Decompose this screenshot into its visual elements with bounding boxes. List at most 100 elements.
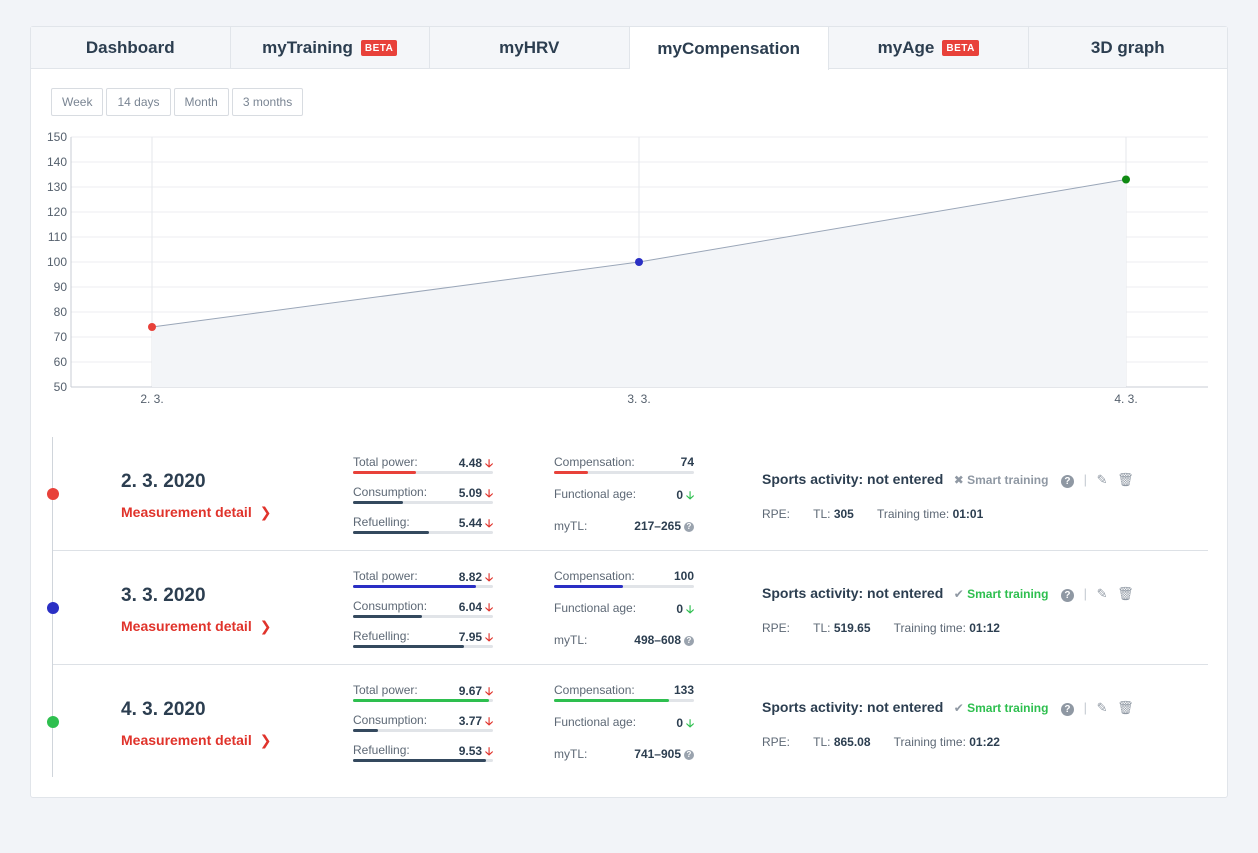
sports-activity-title: Sports activity: not entered [762,471,944,487]
trash-icon[interactable]: 🗑 [1117,585,1134,601]
help-icon[interactable]: ? [684,636,694,646]
tab-myhrv[interactable]: myHRV [430,27,630,69]
functional-age-value: 0 🡣 [676,602,694,616]
consumption-bar [353,729,493,732]
arrow-down-icon: 🡣 [485,488,493,500]
refuelling-value: 5.44 🡣 [458,516,493,530]
compensation-label: Compensation: [554,683,635,697]
y-tick-label: 80 [54,305,68,319]
edit-pencil-icon[interactable]: ✎ [1096,471,1108,487]
consumption-bar-fill [353,615,422,618]
refuelling-bar [353,645,493,648]
consumption-label: Consumption: [353,599,428,613]
help-icon[interactable]: ? [684,522,694,532]
total-power-value: 9.67 🡣 [458,684,493,698]
training-time-field: Training time: 01:12 [894,621,1000,635]
question-icon[interactable]: ? [1060,588,1074,602]
smart-training-icon: ✔ [953,587,964,601]
tl-label: TL: [813,621,831,635]
power-metrics: Total power: 8.82 🡣 Consumption: 6.04 🡣 Re… [353,569,493,659]
smart-training-label: Smart training [967,587,1049,601]
training-time-field: Training time: 01:22 [894,735,1000,749]
tab-label: myCompensation [657,38,801,58]
tab-3d-graph[interactable]: 3D graph [1029,27,1228,69]
training-time-label: Training time: [876,507,950,521]
consumption-value: 3.77 🡣 [458,714,493,728]
range-month-button[interactable]: Month [173,88,229,116]
refuelling-bar-fill [353,645,464,648]
mytl-metric: myTL: 498–608? [554,633,694,665]
mytl-value: 741–905? [634,747,694,761]
mytl-metric: myTL: 217–265? [554,519,694,551]
consumption-bar-fill [353,501,404,504]
arrow-down-icon: 🡣 [485,602,493,614]
help-icon[interactable]: ? [684,750,694,760]
compensation-value: 74 [680,455,694,469]
compensation-label: Compensation: [554,569,635,583]
divider: | [1083,471,1087,487]
compensation-metrics: Compensation: 133 Functional age: 0 🡣 myT… [554,683,694,779]
smart-training-toggle[interactable]: ✔ Smart training [954,701,1049,715]
consumption-value: 6.04 🡣 [458,600,493,614]
tab-mycompensation[interactable]: myCompensation [629,27,829,70]
mytl-label: myTL: [554,633,588,647]
beta-badge: BETA [360,40,398,56]
range-3-months-button[interactable]: 3 months [231,88,304,116]
x-tick-label: 2. 3. [140,392,163,406]
edit-pencil-icon[interactable]: ✎ [1096,585,1108,601]
measurement-detail-link[interactable]: Measurement detail ❯ [121,618,271,635]
main-tabs: Dashboard myTraining BETA myHRV myCompens… [31,27,1228,70]
compensation-bar [554,585,694,588]
smart-training-toggle[interactable]: ✖ Smart training [954,473,1049,487]
y-tick-label: 70 [54,330,68,344]
measurement-detail-link[interactable]: Measurement detail ❯ [121,504,271,521]
mytl-metric: myTL: 741–905? [554,747,694,779]
range-14-days-button[interactable]: 14 days [106,88,171,116]
row-actions: ? | ✎ 🗑 [1060,699,1140,716]
mytl-label: myTL: [554,519,588,533]
question-icon[interactable]: ? [1060,474,1074,488]
tl-field: TL: 865.08 [813,735,870,749]
row-actions: ? | ✎ 🗑 [1060,585,1140,602]
smart-training-toggle[interactable]: ✔ Smart training [954,587,1049,601]
edit-pencil-icon[interactable]: ✎ [1096,699,1108,715]
refuelling-metric: Refuelling: 5.44 🡣 [353,515,493,545]
trash-icon[interactable]: 🗑 [1117,471,1134,487]
tab-myage[interactable]: myAge BETA [829,27,1029,69]
measurement-detail-link[interactable]: Measurement detail ❯ [121,732,271,749]
functional-age-value: 0 🡣 [676,716,694,730]
row-actions: ? | ✎ 🗑 [1060,471,1140,488]
data-point [148,323,156,331]
compensation-bar-fill [554,585,623,588]
range-week-button[interactable]: Week [51,88,104,116]
tl-value: 519.65 [833,621,871,635]
tl-value: 865.08 [833,735,871,749]
refuelling-bar [353,531,493,534]
tab-mytraining[interactable]: myTraining BETA [231,27,430,69]
total-power-bar [353,585,493,588]
compensation-metrics: Compensation: 74 Functional age: 0 🡣 myTL… [554,455,694,551]
tl-field: TL: 519.65 [813,621,870,635]
total-power-bar-fill [353,699,489,702]
y-tick-label: 140 [47,155,67,169]
chevron-right-icon: ❯ [259,504,272,520]
training-time-field: Training time: 01:01 [877,507,983,521]
y-tick-label: 120 [47,205,67,219]
arrow-down-icon: 🡣 [485,572,493,584]
consumption-bar [353,501,493,504]
sports-activity: Sports activity: not entered ✖ Smart tra… [762,471,1140,489]
functional-age-value: 0 🡣 [676,488,694,502]
measurement-detail-label: Measurement detail [121,732,252,748]
chevron-right-icon: ❯ [259,618,272,634]
consumption-metric: Consumption: 5.09 🡣 [353,485,493,515]
measurement-row: 4. 3. 2020 Measurement detail ❯ Total pow… [47,665,1208,779]
training-time-label: Training time: [893,621,966,635]
consumption-metric: Consumption: 6.04 🡣 [353,599,493,629]
mytl-value: 217–265? [634,519,694,533]
compensation-bar [554,699,694,702]
timeline-dot [47,602,59,614]
measurement-detail-label: Measurement detail [121,618,252,634]
question-icon[interactable]: ? [1060,702,1074,716]
trash-icon[interactable]: 🗑 [1117,699,1134,715]
tab-dashboard[interactable]: Dashboard [31,27,231,69]
